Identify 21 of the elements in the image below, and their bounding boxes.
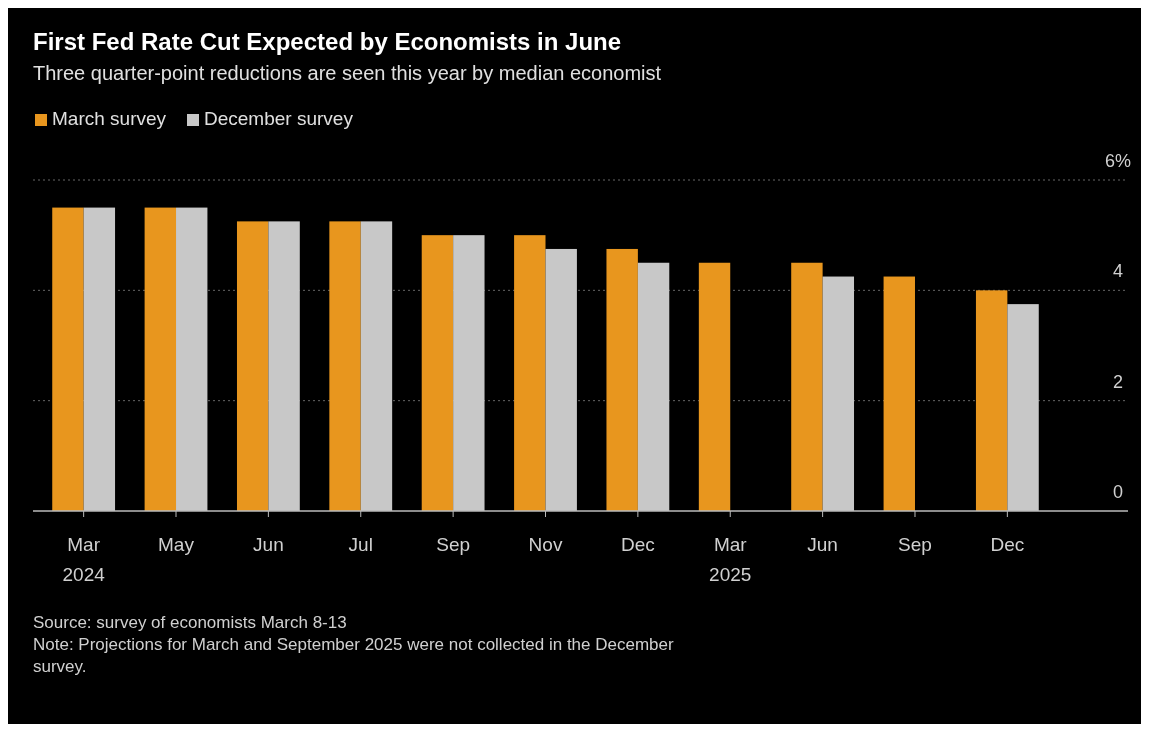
text: Note: Projections for March and September 2025 were not collected in the December survey. [33, 635, 675, 676]
legend-label: December survey [204, 108, 354, 129]
x-tick-label: Sep [436, 534, 471, 555]
y-tick-label: 2 [1112, 371, 1124, 392]
x-tick-label: May [158, 534, 195, 555]
x-tick-label: Sep [898, 534, 932, 555]
y-tick-label: 6% [1104, 151, 1132, 171]
legend-label: March survey [52, 108, 167, 129]
chart-title: First Fed Rate Cut Expected by Economists in June [33, 28, 622, 55]
x-tick-label: Mar 2024 [62, 534, 106, 585]
x-tick-label: Jul [348, 534, 373, 555]
y-tick-label: 4 [1112, 261, 1124, 282]
x-tick-label: Jun [807, 534, 838, 555]
x-tick-label: Mar 2025 [709, 534, 752, 585]
x-tick-label: Jun [253, 534, 284, 555]
source-note: Source: survey of economists March 8-13 [33, 613, 347, 632]
x-tick-label: Dec [990, 534, 1025, 555]
x-tick-label: Dec [620, 534, 655, 555]
x-tick-label: Nov [528, 534, 563, 555]
chart-subtitle: Three quarter-point reductions are seen this year by median economist [33, 62, 662, 84]
y-tick-label: 0 [1112, 482, 1124, 502]
